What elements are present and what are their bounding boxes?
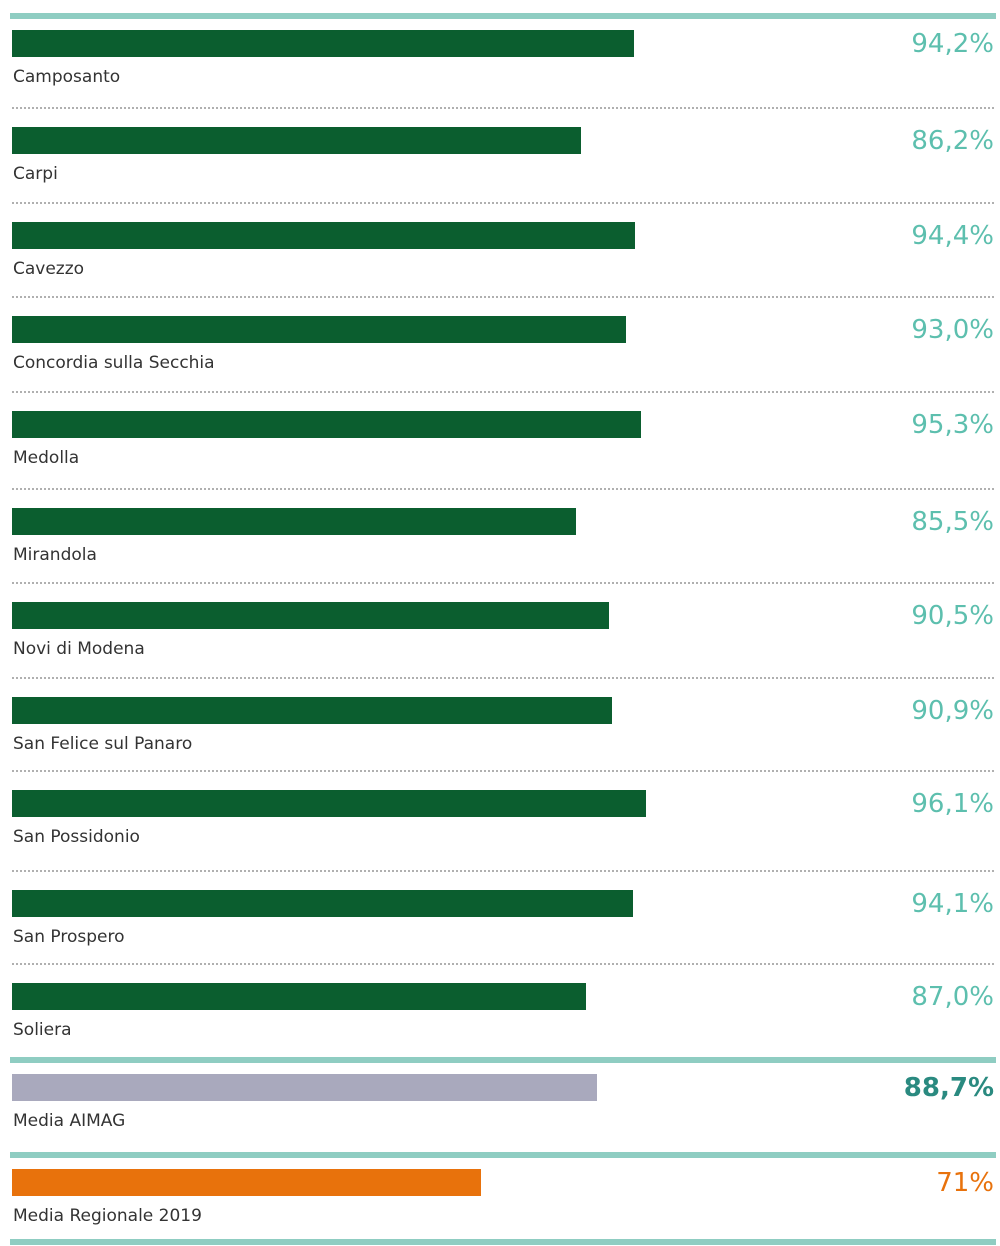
value-label: 93,0% bbox=[911, 315, 994, 345]
dotted-separator bbox=[12, 488, 994, 490]
bar-8 bbox=[12, 790, 647, 817]
value-label: 86,2% bbox=[911, 126, 994, 156]
category-label: Mirandola bbox=[13, 545, 97, 565]
value-label: 96,1% bbox=[911, 789, 994, 819]
bar-3 bbox=[12, 316, 626, 343]
value-label: 85,5% bbox=[911, 507, 994, 537]
bar-10 bbox=[12, 983, 587, 1010]
category-label: Concordia sulla Secchia bbox=[13, 353, 215, 373]
bar-12 bbox=[12, 1169, 481, 1196]
dotted-separator bbox=[12, 677, 994, 679]
category-label: Medolla bbox=[13, 448, 80, 468]
category-label: San Felice sul Panaro bbox=[13, 734, 193, 754]
bar-9 bbox=[12, 890, 634, 917]
dotted-separator bbox=[12, 870, 994, 872]
bar-6 bbox=[12, 602, 610, 629]
value-label: 95,3% bbox=[911, 410, 994, 440]
category-label: Novi di Modena bbox=[13, 639, 145, 659]
bar-5 bbox=[12, 508, 577, 535]
bar-0 bbox=[12, 30, 634, 57]
bar-4 bbox=[12, 411, 641, 438]
value-label: 90,9% bbox=[911, 696, 994, 726]
dotted-separator bbox=[12, 296, 994, 298]
dotted-separator bbox=[12, 391, 994, 393]
divider-rule bbox=[10, 13, 996, 19]
value-label: 90,5% bbox=[911, 601, 994, 631]
divider-rule bbox=[10, 1239, 996, 1245]
bar-11 bbox=[12, 1074, 598, 1101]
category-label: Media Regionale 2019 bbox=[13, 1206, 202, 1226]
category-label: Cavezzo bbox=[13, 259, 85, 279]
category-label: Carpi bbox=[13, 164, 58, 184]
dotted-separator bbox=[12, 202, 994, 204]
value-label: 94,1% bbox=[911, 889, 994, 919]
value-label: 88,7% bbox=[903, 1073, 994, 1103]
value-label: 94,2% bbox=[911, 29, 994, 59]
value-label: 87,0% bbox=[911, 982, 994, 1012]
dotted-separator bbox=[12, 963, 994, 965]
bar-7 bbox=[12, 697, 612, 724]
divider-rule bbox=[10, 1152, 996, 1158]
value-label: 71% bbox=[936, 1168, 994, 1198]
category-label: Media AIMAG bbox=[13, 1111, 126, 1131]
bar-2 bbox=[12, 222, 636, 249]
dotted-separator bbox=[12, 107, 994, 109]
category-label: San Possidonio bbox=[13, 827, 140, 847]
category-label: Camposanto bbox=[13, 67, 121, 87]
bar-1 bbox=[12, 127, 581, 154]
dotted-separator bbox=[12, 770, 994, 772]
dotted-separator bbox=[12, 582, 994, 584]
value-label: 94,4% bbox=[911, 221, 994, 251]
divider-rule bbox=[10, 1057, 996, 1063]
category-label: San Prospero bbox=[13, 927, 125, 947]
category-label: Soliera bbox=[13, 1020, 72, 1040]
